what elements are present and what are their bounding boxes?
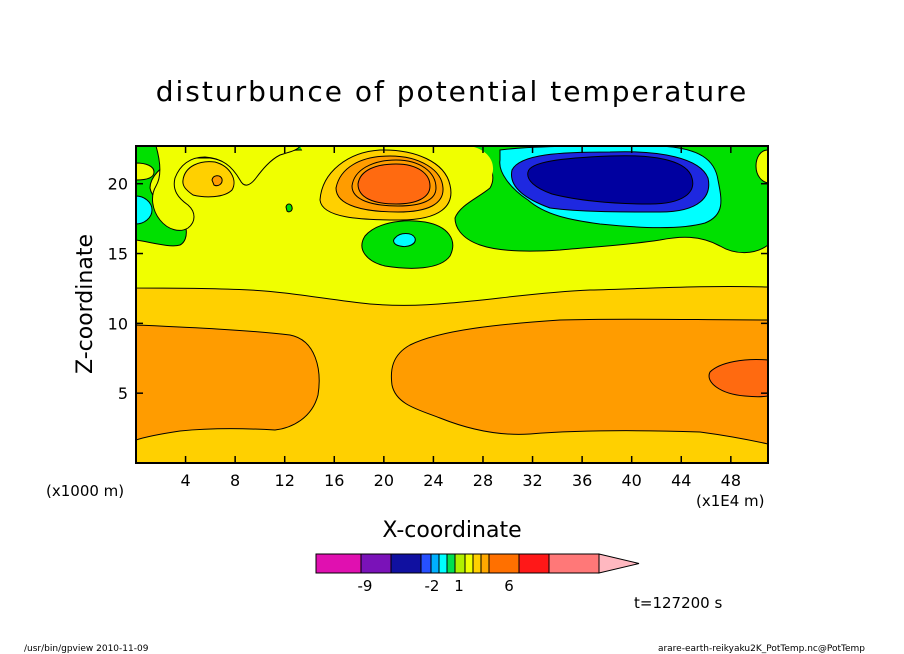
colorbar-labels: -9 -2 1 6 [358, 577, 514, 595]
x-unit-label: (x1000 m) [46, 482, 124, 500]
colorbar-swatch [420, 553, 432, 574]
contour-band-yellow-patch-upper-left [152, 146, 301, 231]
colorbar-swatch [438, 553, 448, 574]
colorbar-arrow [598, 553, 640, 574]
x-axis-ticks: 4 8 12 16 20 24 28 32 36 40 44 48 [180, 146, 741, 490]
colorbar-swatch [488, 553, 520, 574]
x-tick-label: 16 [324, 471, 344, 490]
colorbar-swatch [464, 553, 474, 574]
footer-right: arare-earth-reikyaku2K_PotTemp.nc@PotTem… [658, 644, 865, 654]
chart-title: disturbunce of potential temperature [156, 75, 749, 108]
y-tick-label: 5 [118, 384, 128, 403]
x-tick-label: 12 [275, 471, 295, 490]
x-tick-label: 40 [622, 471, 642, 490]
contour-band-green-dot [285, 203, 293, 213]
colorbar [315, 553, 640, 574]
colorbar-swatch [518, 553, 550, 574]
x-tick-label: 36 [572, 471, 592, 490]
colorbar-tick-label: -2 [425, 577, 440, 595]
colorbar-swatch [480, 553, 490, 574]
colorbar-swatch [360, 553, 392, 574]
contour-plot-area [136, 146, 768, 463]
colorbar-swatch [446, 553, 456, 574]
plot-frame [135, 145, 769, 464]
y-axis-label: Z-coordinate [73, 234, 98, 374]
contour-band-navy-right [527, 155, 694, 205]
contour-band-orange-peak-left [182, 161, 235, 198]
colorbar-tick-label: 6 [504, 577, 514, 595]
y-tick-label: 10 [108, 314, 128, 333]
x-tick-label: 28 [473, 471, 493, 490]
contour-band-darkorange-right [708, 359, 768, 398]
y-tick-label: 15 [108, 245, 128, 264]
colorbar-swatch [430, 553, 440, 574]
x-tick-label: 4 [180, 471, 190, 490]
colorbar-swatch [390, 553, 422, 574]
x-scale-label: (x1E4 m) [696, 492, 765, 510]
x-tick-label: 48 [721, 471, 741, 490]
contour-band-orange-right [390, 318, 768, 445]
footer-left: /usr/bin/gpview 2010-11-09 [24, 644, 149, 654]
contour-band-yellow-left-edge [136, 162, 155, 181]
contour-band-cyan-small [393, 233, 416, 247]
x-tick-label: 24 [423, 471, 443, 490]
colorbar-swatch [548, 553, 600, 574]
x-tick-label: 8 [230, 471, 240, 490]
colorbar-tick-label: -9 [358, 577, 373, 595]
contour-band-orange-dot-left [211, 175, 223, 187]
colorbar-swatch [472, 553, 482, 574]
contour-band-peak-core [357, 163, 431, 205]
time-label: t=127200 s [634, 594, 722, 612]
colorbar-tick-label: 1 [454, 577, 464, 595]
contour-band-orange-left [136, 324, 320, 441]
colorbar-swatch [454, 553, 466, 574]
contour-band-yellow-right-edge [755, 149, 768, 184]
x-tick-label: 20 [374, 471, 394, 490]
contour-band-cyan-left-edge [136, 195, 153, 225]
colorbar-swatch [315, 553, 362, 574]
x-tick-label: 44 [671, 471, 691, 490]
y-tick-label: 20 [108, 175, 128, 194]
x-axis-label: X-coordinate [382, 518, 521, 543]
y-axis-ticks: 5 10 15 20 [108, 175, 768, 403]
x-tick-label: 32 [522, 471, 542, 490]
